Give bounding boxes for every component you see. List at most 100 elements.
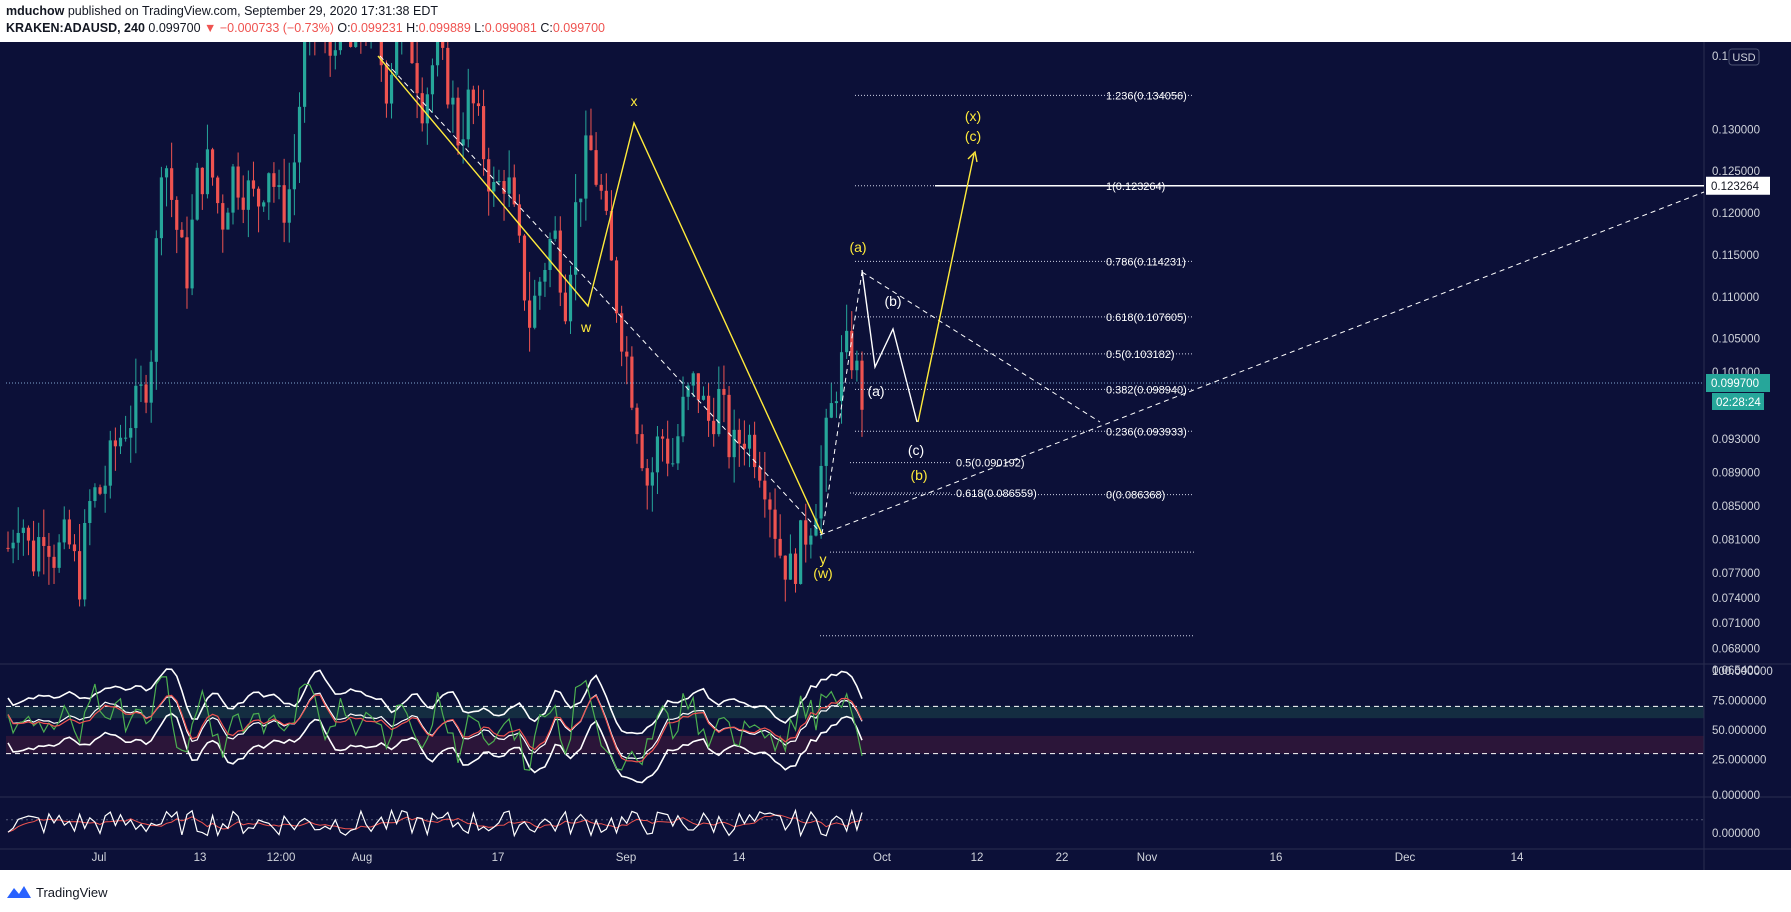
candle-body (548, 238, 552, 270)
candle-body (328, 42, 332, 56)
candle-body (118, 437, 123, 447)
candle-body (37, 537, 41, 572)
target-price-tag (1706, 176, 1770, 195)
price-axis-tick: 0.125000 (1712, 166, 1760, 178)
candle-body (456, 97, 460, 146)
candle-body (379, 42, 383, 66)
price-change: ▼ −0.000733 (−0.73%) (204, 21, 334, 35)
price-axis-tick: 0.081000 (1712, 535, 1760, 547)
candle-body (758, 467, 762, 481)
low-label: L: (474, 21, 485, 35)
time-axis-tick: 12:00 (267, 852, 296, 864)
fib-level-label: 1.382(0.141201) (1106, 42, 1187, 43)
time-axis-tick: Aug (352, 852, 372, 864)
candle-body (425, 94, 429, 124)
target-price-tag-text: 0.123264 (1711, 181, 1760, 193)
publish-line: mduchow published on TradingView.com, Se… (6, 4, 438, 18)
candle-body (681, 396, 685, 437)
wave-label: (w) (813, 565, 832, 581)
price-axis-tick: 0.065400 (1712, 665, 1760, 677)
candle-body (267, 173, 271, 203)
candle-body (236, 166, 240, 198)
candle-body (108, 440, 112, 486)
wave-label: (c) (908, 442, 924, 458)
candle-body (124, 437, 128, 439)
price-axis-tick: 0.130000 (1712, 124, 1760, 136)
candlestick-series (6, 42, 864, 607)
candle-body (389, 74, 394, 104)
price-axis-tick: 0.077000 (1712, 568, 1760, 580)
chart-canvas[interactable]: 1.382(0.141201) 1.236(0.134056) 1(0.123264… (0, 42, 1791, 870)
candle-body (231, 166, 235, 213)
channel-line[interactable] (379, 55, 823, 535)
candle-body (11, 542, 15, 549)
drawings-layer[interactable] (6, 42, 1705, 637)
open-value: 0.099231 (350, 21, 403, 35)
candle-body (742, 443, 746, 449)
wave-label: (b) (910, 467, 927, 483)
candle-body (466, 89, 470, 140)
high-label: H: (406, 21, 419, 35)
projection-line[interactable] (917, 153, 975, 423)
candle-body (497, 181, 501, 183)
candle-body (93, 487, 97, 502)
candle-body (793, 553, 798, 584)
wave-path[interactable] (377, 55, 823, 535)
candle-body (855, 360, 859, 371)
symbol-label[interactable]: KRAKEN:ADAUSD, 240 (6, 21, 145, 35)
candle-body (384, 65, 389, 104)
publisher-name[interactable]: mduchow (6, 4, 65, 18)
candle-body (216, 177, 220, 204)
candle-body (200, 167, 204, 195)
price-axis-tick: 0.110000 (1712, 292, 1759, 304)
open-label: O: (337, 21, 351, 35)
candle-body (676, 436, 680, 464)
candle-body (645, 468, 649, 486)
candle-body (517, 204, 521, 236)
currency-button[interactable] (1728, 48, 1760, 66)
candle-body (333, 50, 337, 56)
fib-level-label: 0.618(0.086559) (956, 488, 1037, 500)
candle-body (563, 292, 568, 322)
candle-body (579, 198, 583, 203)
candle-body (26, 527, 31, 541)
brand-text[interactable]: TradingView (36, 885, 108, 900)
fib-level-label: 0.5(0.103182) (1106, 349, 1175, 361)
price-axis-tick: 0.074000 (1712, 593, 1760, 605)
triangle-left-line[interactable] (821, 271, 863, 535)
wave-label: (x) (965, 108, 981, 124)
candle-body (706, 395, 711, 421)
candle-body (522, 235, 527, 301)
candle-body (727, 394, 731, 458)
candle-body (722, 388, 726, 395)
oscillator-slow-line (7, 694, 863, 763)
time-axis-tick: 13 (194, 852, 207, 864)
candle-body (134, 385, 138, 429)
chart-footer: TradingView (0, 870, 1791, 912)
candle-body (52, 556, 56, 568)
oscillator-axis-tick: 0.000000 (1712, 828, 1760, 840)
price-axis-tick: 0.120000 (1712, 208, 1760, 220)
candle-body (98, 487, 102, 494)
last-price-tag-text: 0.099700 (1711, 378, 1759, 390)
price-axis-tick: 0.093000 (1712, 434, 1760, 446)
candle-body (164, 168, 169, 178)
triangle-upper-line[interactable] (861, 271, 1101, 423)
candle-body (630, 356, 634, 408)
close-value: 0.099700 (552, 21, 605, 35)
time-axis-tick: 22 (1056, 852, 1069, 864)
candle-body (195, 167, 199, 220)
candle-body (640, 434, 644, 469)
candle-body (778, 538, 782, 556)
candle-body (67, 519, 71, 545)
time-axis-tick: Sep (616, 852, 636, 864)
candle-body (297, 106, 302, 163)
candle-body (83, 522, 87, 600)
candle-body (809, 535, 813, 545)
candle-body (175, 199, 179, 230)
high-value: 0.099889 (418, 21, 471, 35)
candle-body (21, 527, 25, 533)
candle-body (62, 519, 66, 543)
projected-wave-path[interactable] (861, 269, 918, 423)
tradingview-logo-icon[interactable] (6, 884, 32, 900)
